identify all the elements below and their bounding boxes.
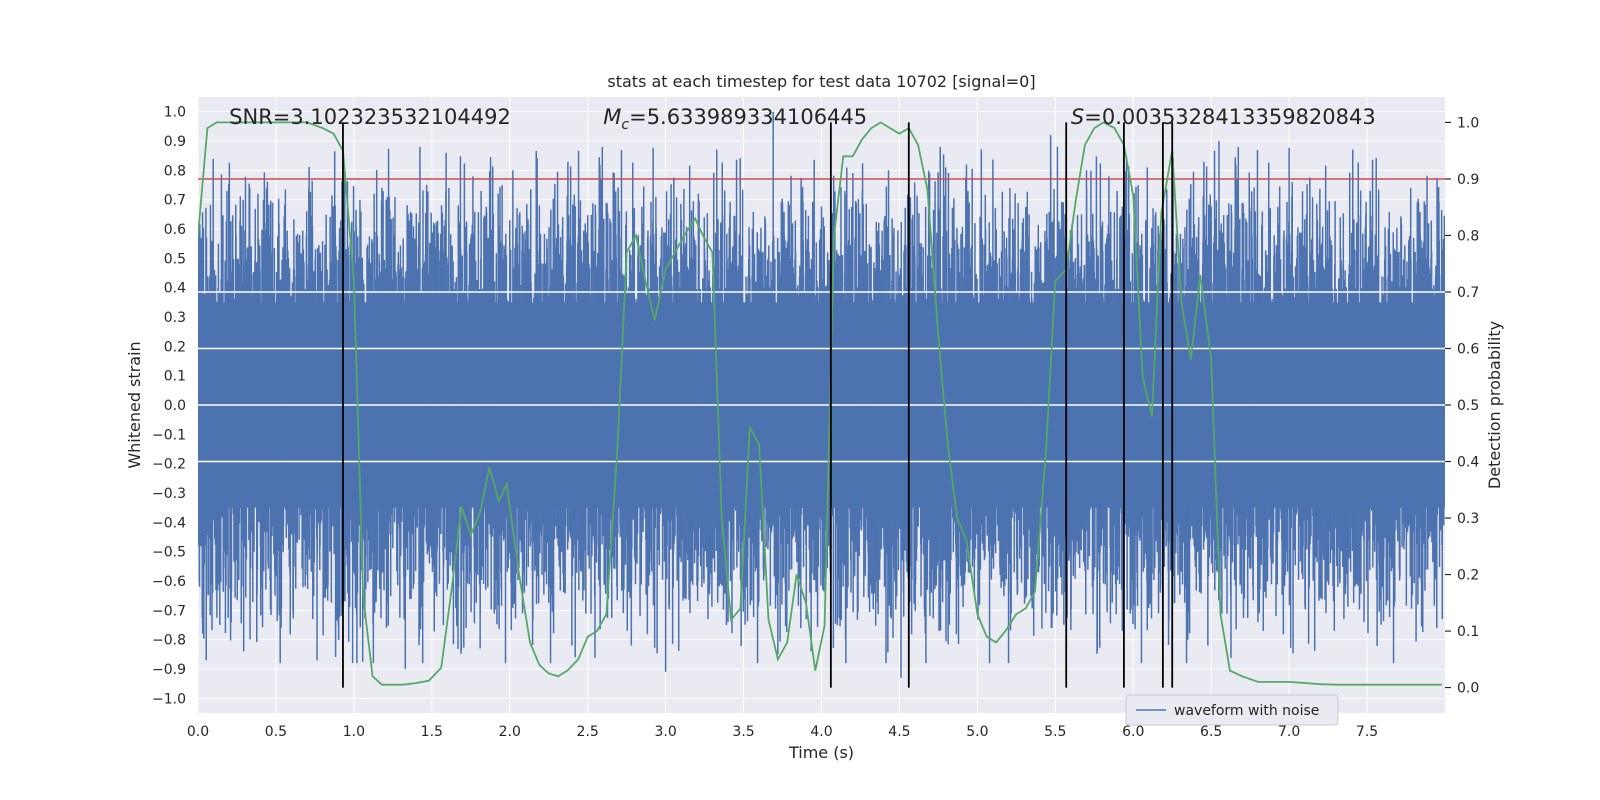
x-tick-label: 4.0 (810, 724, 832, 740)
s-annotation: S=0.0035328413359820843 (1071, 105, 1376, 129)
y-tick-label: 1.0 (164, 105, 186, 121)
x-tick-label: 0.5 (265, 724, 287, 740)
y-tick-label: −0.3 (152, 486, 186, 502)
y-tick-label: 0.1 (164, 369, 186, 385)
y-tick-label: −0.8 (152, 633, 186, 649)
y-tick-label: −0.5 (152, 545, 186, 561)
y-tick-label: 0.8 (164, 163, 186, 179)
y-tick-label: 0.0 (164, 398, 186, 414)
y2-tick-label: 0.1 (1457, 624, 1479, 640)
x-tick-label: 7.0 (1278, 724, 1300, 740)
y-tick-label: −0.6 (152, 574, 186, 590)
s-symbol: S (1071, 105, 1084, 129)
x-tick-label: 4.5 (888, 724, 910, 740)
chirp-mass-value: =5.633989334106445 (629, 105, 867, 129)
detection-boundary-lines (342, 122, 1174, 688)
y2-tick-label: 0.2 (1457, 568, 1479, 584)
y-tick-label: 0.6 (164, 222, 186, 238)
s-value: =0.0035328413359820843 (1084, 105, 1376, 129)
y-tick-label: 0.3 (164, 310, 186, 326)
y-tick-label: −1.0 (152, 691, 186, 707)
chirp-mass-annotation: Mc=5.633989334106445 (603, 105, 867, 133)
y2-tick-label: 0.5 (1457, 398, 1479, 414)
snr-annotation: SNR=3.102323532104492 (229, 105, 511, 129)
y2-axis-label: Detection probability (1485, 321, 1504, 489)
y2-tick-label: 0.4 (1457, 455, 1479, 471)
x-tick-label: 2.0 (499, 724, 521, 740)
y2-tick-label: 0.8 (1457, 228, 1479, 244)
y-tick-label: −0.4 (152, 515, 186, 531)
y-tick-label: −0.2 (152, 457, 186, 473)
x-tick-label: 2.5 (577, 724, 599, 740)
chart-title: stats at each timestep for test data 107… (607, 72, 1035, 91)
x-axis-label: Time (s) (788, 743, 854, 762)
x-tick-label: 7.5 (1356, 724, 1378, 740)
y-tick-label: −0.1 (152, 427, 186, 443)
x-tick-label: 5.0 (966, 724, 988, 740)
x-tick-label: 6.0 (1122, 724, 1144, 740)
legend: waveform with noise (1125, 694, 1339, 726)
legend-label: waveform with noise (1174, 703, 1319, 719)
x-tick-label: 0.0 (187, 724, 209, 740)
y-tick-label: 0.7 (164, 193, 186, 209)
y-tick-label: 0.5 (164, 251, 186, 267)
y-tick-label: −0.9 (152, 662, 186, 678)
detection-probability-line (198, 121, 1442, 686)
x-tick-label: 1.5 (421, 724, 443, 740)
white-overlay-lines (198, 178, 1445, 463)
x-tick-label: 1.0 (343, 724, 365, 740)
chirp-mass-symbol: M (603, 105, 621, 129)
y2-tick-label: 0.0 (1457, 681, 1479, 697)
x-tick-label: 3.5 (732, 724, 754, 740)
y-tick-label: 0.4 (164, 281, 186, 297)
y2-tick-label: 0.9 (1457, 172, 1479, 188)
x-tick-label: 5.5 (1044, 724, 1066, 740)
y2-tick-label: 0.3 (1457, 511, 1479, 527)
axis-ticks: 0.0 0.5 1.0 1.5 2.0 2.5 3.0 3.5 4.0 4.5 5.0 5.5 6.0 6… (152, 105, 1479, 740)
y-tick-label: 0.9 (164, 134, 186, 150)
y-tick-label: −0.7 (152, 603, 186, 619)
y2-tick-label: 0.7 (1457, 285, 1479, 301)
detection-probability-series (198, 121, 1442, 686)
legend-box (1125, 694, 1339, 726)
y-axis-label: Whitened strain (125, 341, 144, 468)
y2-tick-label: 0.6 (1457, 341, 1479, 357)
chirp-mass-subscript: c (621, 117, 629, 133)
y-tick-label: 0.2 (164, 339, 186, 355)
x-tick-label: 6.5 (1200, 724, 1222, 740)
x-tick-label: 3.0 (654, 724, 676, 740)
y2-tick-label: 1.0 (1457, 115, 1479, 131)
